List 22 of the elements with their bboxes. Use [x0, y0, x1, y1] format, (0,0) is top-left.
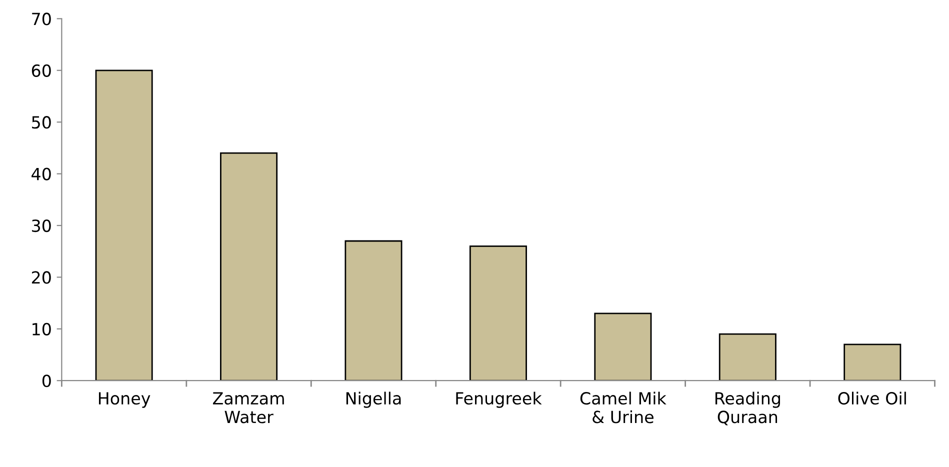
- bar: [594, 312, 652, 381]
- bar: [718, 333, 776, 381]
- x-tick-label: Nigella: [346, 392, 401, 408]
- y-tick-label: 50: [32, 116, 51, 129]
- x-tick-label: Camel Mik & Urine: [580, 392, 666, 424]
- bar: [469, 245, 527, 381]
- y-tick-label: 20: [32, 271, 51, 284]
- y-tick-label: 10: [32, 322, 51, 336]
- x-tick-label: Fenugreek: [456, 392, 542, 408]
- bar: [344, 240, 402, 381]
- x-tick-label: Zamzam Water: [212, 392, 284, 424]
- x-tick-label: Honey: [98, 392, 150, 408]
- x-tick-label: Olive Oil: [838, 392, 906, 405]
- y-tick-label: 40: [32, 168, 51, 180]
- y-tick-label: 70: [32, 12, 51, 26]
- y-tick-label: 30: [32, 219, 51, 232]
- x-tick-label: Reading Quraan: [715, 392, 780, 426]
- y-tick-label: 0: [42, 374, 51, 388]
- y-tick-label: 60: [32, 64, 51, 77]
- bar: [95, 70, 153, 381]
- bar: [220, 152, 278, 381]
- bar: [844, 344, 902, 381]
